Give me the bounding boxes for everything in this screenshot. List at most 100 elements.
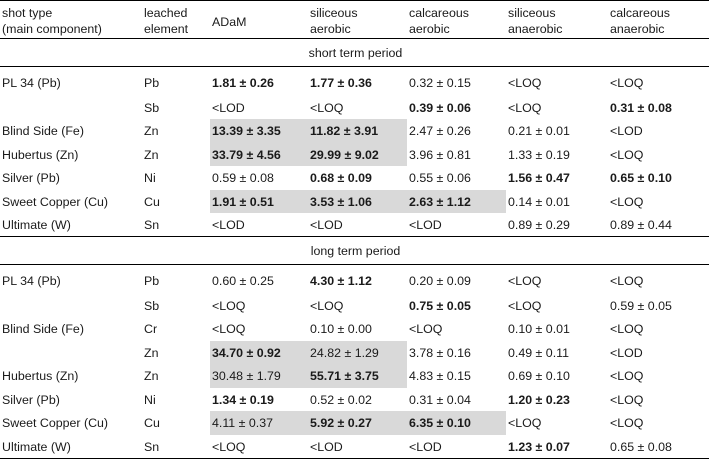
value-cell: 13.39 ± 3.35 xyxy=(210,119,308,143)
element-cell: Cr xyxy=(144,322,158,336)
element-cell: Zn xyxy=(144,147,159,162)
table-row: Sb <LOD <LOQ 0.39 ± 0.06 <LOQ 0.31 ± 0.08 xyxy=(0,96,709,120)
table-header: shot type (main component) leached element… xyxy=(0,1,709,39)
value-cell: 4.11 ± 0.37 xyxy=(210,411,308,435)
table-row: PL 34 (Pb) Pb 0.60 ± 0.25 4.30 ± 1.12 0.20 ±… xyxy=(0,265,709,294)
value-cell: 11.82 ± 3.91 xyxy=(308,119,407,143)
value-cell: <LOQ xyxy=(508,416,542,430)
shot-type-cell: Hubertus (Zn) xyxy=(2,369,79,383)
value-cell: 0.31 ± 0.08 xyxy=(610,100,672,115)
value-cell: <LOQ xyxy=(610,194,644,209)
table-row: Ultimate (W) Sn <LOQ <LOD <LOD 1.23 ± 0.07 0.6… xyxy=(0,435,709,458)
value-cell: 0.60 ± 0.25 xyxy=(212,274,274,288)
element-cell: Zn xyxy=(144,369,159,383)
shot-type-cell xyxy=(0,294,142,318)
value-cell: 0.68 ± 0.09 xyxy=(310,171,372,185)
shot-type-cell: Hubertus (Zn) xyxy=(2,147,79,162)
shot-type-cell: PL 34 (Pb) xyxy=(2,76,61,90)
element-cell: Zn xyxy=(144,124,159,138)
table-row: Silver (Pb) Ni 1.34 ± 0.19 0.52 ± 0.02 0.31 … xyxy=(0,388,709,412)
value-cell: 0.65 ± 0.08 xyxy=(610,439,672,454)
value-cell: 0.49 ± 0.11 xyxy=(508,345,569,360)
value-cell: <LOQ xyxy=(610,274,644,288)
value-cell: <LOQ xyxy=(310,298,344,313)
shot-type-cell: PL 34 (Pb) xyxy=(2,274,61,288)
shot-type-cell: Silver (Pb) xyxy=(2,392,60,407)
value-cell: 0.20 ± 0.09 xyxy=(409,274,471,288)
value-cell: 2.63 ± 1.12 xyxy=(407,189,506,213)
value-cell: 4.30 ± 1.12 xyxy=(310,274,372,288)
value-cell: <LOD xyxy=(610,345,643,360)
value-cell: 3.96 ± 0.81 xyxy=(409,147,471,162)
shot-type-cell xyxy=(0,96,142,120)
element-cell: Cu xyxy=(144,194,160,209)
value-cell: 34.70 ± 0.92 xyxy=(210,340,308,364)
header-siliceous-anaerobic: siliceous anaerobic xyxy=(508,6,563,36)
value-cell: 1.20 ± 0.23 xyxy=(508,392,570,407)
element-cell: Sb xyxy=(144,100,160,115)
value-cell: 0.21 ± 0.01 xyxy=(508,124,570,138)
table-row: Hubertus (Zn) Zn 30.48 ± 1.79 55.71 ± 3.75 4… xyxy=(0,364,709,388)
element-cell: Sn xyxy=(144,218,160,232)
shot-type-cell: Silver (Pb) xyxy=(2,171,60,185)
value-cell: <LOQ xyxy=(610,416,644,430)
value-cell: 0.14 ± 0.01 xyxy=(508,194,570,209)
element-cell: Sn xyxy=(144,439,160,454)
value-cell: 33.79 ± 4.56 xyxy=(210,142,308,166)
element-cell: Sb xyxy=(144,298,160,313)
value-cell: 0.31 ± 0.04 xyxy=(409,392,471,407)
value-cell: 0.39 ± 0.06 xyxy=(409,100,471,115)
header-shot-type: shot type (main component) xyxy=(2,6,102,36)
element-cell: Pb xyxy=(144,274,160,288)
value-cell: 5.92 ± 0.27 xyxy=(308,411,407,435)
value-cell: <LOQ xyxy=(610,76,644,90)
section-title: long term period xyxy=(310,244,401,258)
element-cell: Pb xyxy=(144,76,160,90)
value-cell: <LOQ xyxy=(508,100,542,115)
value-cell: <LOD xyxy=(310,218,343,232)
value-cell: <LOD xyxy=(610,124,643,138)
value-cell: 0.69 ± 0.10 xyxy=(508,369,570,383)
value-cell: <LOQ xyxy=(610,147,644,162)
header-siliceous-aerobic: siliceous aerobic xyxy=(310,6,358,36)
table-row: Blind Side (Fe) Zn 13.39 ± 3.35 11.82 ± 3.9… xyxy=(0,119,709,143)
value-cell: <LOQ xyxy=(409,322,443,336)
value-cell: 3.53 ± 1.06 xyxy=(308,189,407,213)
table-row: Sb <LOQ <LOQ 0.75 ± 0.05 <LOQ 0.59 ± 0.05 xyxy=(0,294,709,318)
value-cell: 0.55 ± 0.06 xyxy=(409,171,471,185)
table-row: PL 34 (Pb) Pb 1.81 ± 0.26 1.77 ± 0.36 0.32 ±… xyxy=(0,67,709,96)
header-adam: ADaM xyxy=(212,15,247,29)
value-cell: <LOQ xyxy=(310,100,344,115)
value-cell: <LOQ xyxy=(610,369,644,383)
value-cell: <LOD xyxy=(409,439,442,454)
table-row: Ultimate (W) Sn <LOD <LOD <LOD 0.89 ± 0.29 0.8… xyxy=(0,213,709,237)
header-calcareous-anaerobic: calcareous anaerobic xyxy=(610,6,670,36)
value-cell: <LOQ xyxy=(508,76,542,90)
value-cell: 1.77 ± 0.36 xyxy=(310,76,372,90)
value-cell: 55.71 ± 3.75 xyxy=(308,364,407,388)
value-cell: 1.33 ± 0.19 xyxy=(508,147,570,162)
shot-type-cell: Sweet Copper (Cu) xyxy=(2,416,109,430)
value-cell: 0.59 ± 0.05 xyxy=(610,298,672,313)
value-cell: 1.56 ± 0.47 xyxy=(508,171,570,185)
table-row: Hubertus (Zn) Zn 33.79 ± 4.56 29.99 ± 9.02 3… xyxy=(0,142,709,166)
value-cell: 0.89 ± 0.29 xyxy=(508,218,570,232)
shot-type-cell: Blind Side (Fe) xyxy=(2,124,84,138)
value-cell: 0.10 ± 0.00 xyxy=(310,322,372,336)
table-row: Sweet Copper (Cu) Cu 1.91 ± 0.51 3.53 ± 1.0… xyxy=(0,189,709,213)
value-cell: <LOQ xyxy=(610,322,644,336)
table-row: Blind Side (Fe) Cr <LOQ 0.10 ± 0.00 <LOQ 0.10… xyxy=(0,317,709,341)
value-cell: 0.65 ± 0.10 xyxy=(610,171,672,185)
value-cell: <LOQ xyxy=(508,298,542,313)
value-cell: 1.23 ± 0.07 xyxy=(508,439,570,454)
value-cell: 0.59 ± 0.08 xyxy=(212,171,274,185)
shot-type-cell xyxy=(0,341,142,365)
header-calcareous-aerobic: calcareous aerobic xyxy=(409,6,469,36)
element-cell: Cu xyxy=(144,416,160,430)
element-cell: Ni xyxy=(144,171,156,185)
shot-type-cell: Ultimate (W) xyxy=(2,218,71,232)
section-title: short term period xyxy=(308,46,403,60)
shot-type-cell: Sweet Copper (Cu) xyxy=(2,194,109,209)
table-body: short term period PL 34 (Pb) Pb 1.81 ± 0.26… xyxy=(0,39,709,458)
